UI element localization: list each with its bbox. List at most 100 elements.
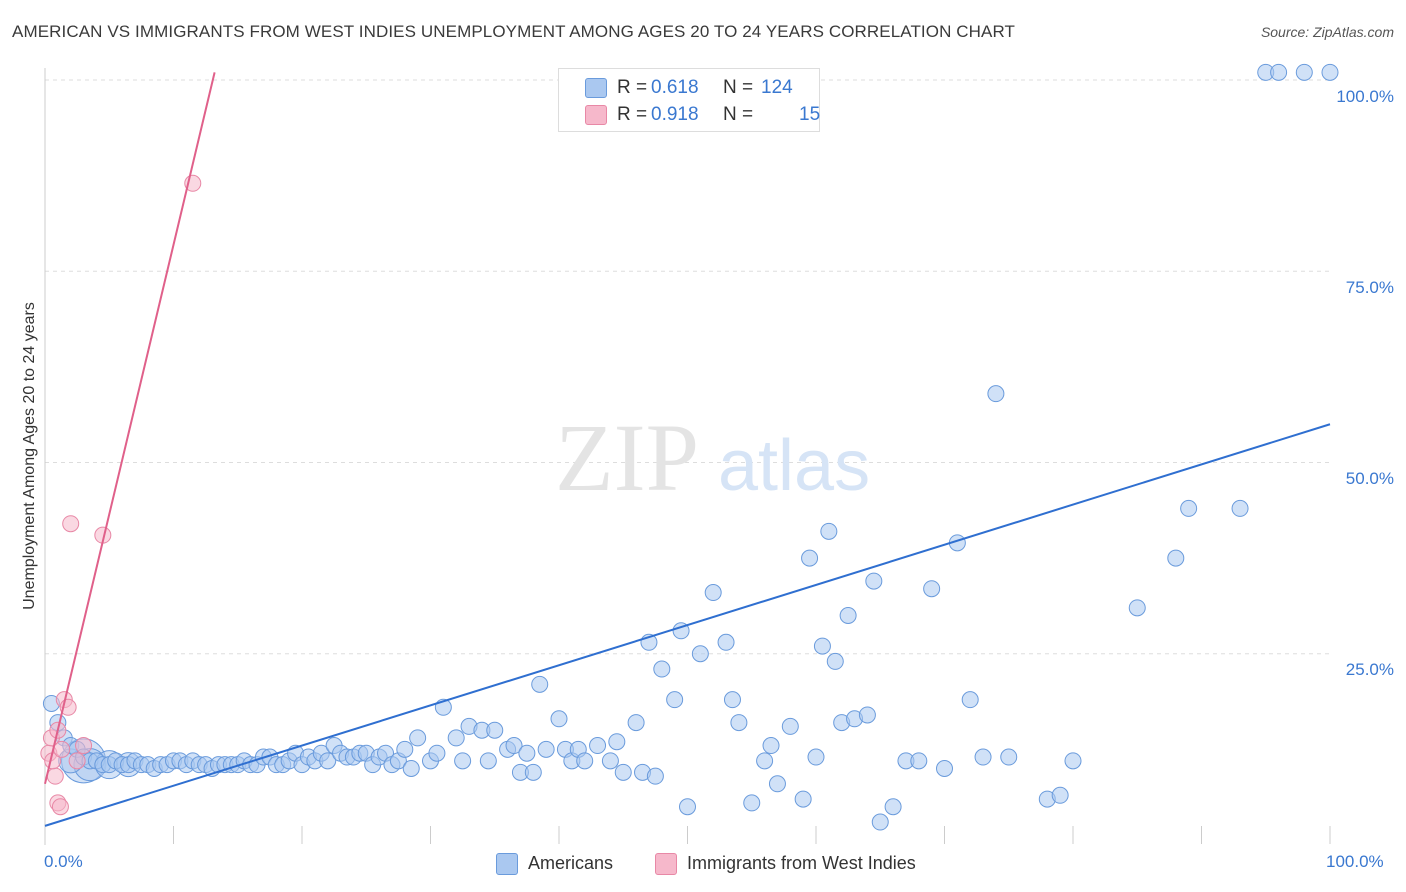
- immigrants-swatch: [585, 105, 607, 125]
- americans-point: [409, 729, 427, 747]
- americans-point: [576, 752, 594, 770]
- americans-point: [974, 748, 992, 766]
- watermark-zip: ZIP: [555, 404, 699, 511]
- americans-swatch: [585, 78, 607, 98]
- n-value: 15: [799, 104, 821, 125]
- americans-point: [319, 752, 337, 770]
- r-value: 0.618: [651, 77, 699, 98]
- americans-point: [402, 760, 420, 777]
- r-label: R =: [617, 104, 648, 125]
- americans-point: [679, 798, 696, 816]
- americans-point: [826, 652, 844, 670]
- americans-point: [910, 752, 928, 770]
- americans-point: [961, 691, 979, 709]
- americans-point: [447, 729, 465, 747]
- immigrants-trend-line: [44, 72, 216, 785]
- source-label: Source: ZipAtlas.com: [1260, 24, 1394, 40]
- americans-legend-swatch: [496, 853, 518, 875]
- stats-legend: R = 0.618 N = 124 R = 0.918 N = 15: [558, 68, 820, 132]
- americans-point: [1295, 63, 1313, 81]
- americans-point: [1167, 549, 1185, 567]
- immigrants-point: [46, 767, 64, 785]
- americans-point: [1231, 499, 1249, 517]
- immigrants-point: [75, 737, 93, 755]
- r-label: R =: [617, 77, 648, 98]
- n-label: N =: [723, 104, 754, 125]
- n-value: 124: [761, 77, 793, 98]
- americans-point: [923, 580, 941, 598]
- americans-points: [42, 63, 1339, 831]
- axes: [44, 68, 1331, 845]
- americans-point: [1128, 599, 1146, 617]
- watermark: ZIP atlas: [555, 404, 870, 511]
- americans-point: [653, 660, 671, 678]
- americans-point: [743, 794, 761, 812]
- americans-point: [479, 752, 497, 770]
- americans-point: [614, 763, 632, 781]
- immigrants-legend-swatch: [655, 853, 677, 875]
- americans-point: [666, 691, 684, 709]
- americans-point: [627, 714, 645, 732]
- americans-point: [807, 748, 825, 766]
- americans-legend-label: Americans: [528, 853, 614, 873]
- americans-point: [550, 710, 568, 728]
- americans-point: [794, 790, 812, 808]
- americans-point: [531, 675, 549, 693]
- grid-lines: [45, 79, 1330, 655]
- americans-point: [813, 637, 831, 655]
- americans-point: [608, 733, 626, 751]
- immigrants-legend-label: Immigrants from West Indies: [687, 853, 916, 873]
- americans-point: [646, 767, 664, 785]
- americans-point: [768, 775, 786, 793]
- r-value: 0.918: [651, 104, 699, 125]
- americans-point: [871, 813, 889, 831]
- americans-point: [987, 385, 1005, 403]
- americans-point: [691, 645, 709, 663]
- americans-point: [762, 737, 780, 755]
- americans-point: [704, 584, 722, 602]
- americans-point: [717, 633, 735, 651]
- x-tick-label-min: 0.0%: [44, 852, 83, 871]
- americans-point: [1270, 63, 1288, 81]
- americans-point: [801, 549, 819, 567]
- americans-point: [1321, 63, 1339, 81]
- immigrants-point: [68, 752, 86, 770]
- chart-title: AMERICAN VS IMMIGRANTS FROM WEST INDIES …: [12, 22, 1016, 41]
- americans-point: [396, 740, 414, 758]
- americans-point: [589, 737, 607, 755]
- americans-point: [505, 737, 523, 755]
- americans-point: [865, 572, 883, 590]
- americans-point: [723, 691, 741, 709]
- americans-point: [537, 740, 555, 758]
- immigrants-point: [51, 798, 69, 816]
- trend-lines: [44, 72, 1331, 827]
- x-tick-label-max: 100.0%: [1326, 852, 1384, 871]
- americans-point: [524, 763, 542, 781]
- americans-point: [454, 752, 472, 770]
- immigrants-point: [62, 515, 80, 533]
- watermark-atlas: atlas: [718, 426, 870, 506]
- americans-point: [839, 607, 857, 624]
- americans-point: [601, 752, 619, 770]
- y-tick-label-25: 25.0%: [1345, 660, 1394, 679]
- americans-point: [781, 717, 799, 735]
- immigrants-point: [53, 740, 71, 758]
- americans-point: [1064, 752, 1082, 770]
- americans-point: [1000, 748, 1018, 766]
- americans-point: [884, 798, 902, 816]
- americans-trend-line: [44, 423, 1331, 827]
- americans-point: [936, 760, 953, 777]
- americans-point: [858, 706, 876, 724]
- americans-point: [518, 744, 536, 762]
- y-tick-label-50: 50.0%: [1345, 469, 1394, 488]
- n-label: N =: [723, 77, 754, 98]
- americans-point: [428, 744, 446, 762]
- y-tick-label-75: 75.0%: [1345, 278, 1394, 297]
- americans-point: [820, 522, 838, 540]
- y-tick-label-100: 100.0%: [1336, 87, 1394, 106]
- americans-point: [730, 714, 748, 732]
- americans-point: [756, 752, 774, 770]
- americans-point: [486, 721, 504, 739]
- americans-point: [1180, 499, 1198, 517]
